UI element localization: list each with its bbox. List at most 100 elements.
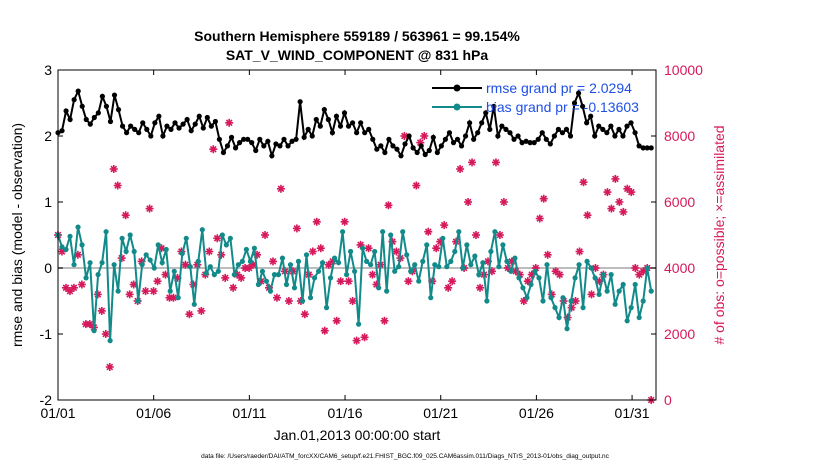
bias-point [263,278,270,284]
rmse-point [261,143,267,149]
rmse-point [414,149,420,156]
rmse-point [612,133,618,139]
bias-point [552,305,558,311]
bias-point [119,235,125,241]
obs-count-marker [284,297,293,305]
obs-count-marker [495,231,504,239]
rmse-point [289,138,295,144]
obs-count-marker [276,184,285,193]
bias-point [135,298,141,304]
obs-count-marker [579,178,588,187]
obs-count-marker [440,221,449,230]
bias-point [600,272,606,278]
rmse-point [63,108,69,114]
obs-count-marker [468,158,477,167]
bias-point [388,232,394,238]
rmse-point [604,130,610,136]
bias-point [360,245,366,251]
rmse-point [337,123,344,129]
bias-point [123,248,129,255]
y-axis-label-right: # of obs: o=possible; ×=assimilated [711,125,727,344]
bias-point [604,288,610,294]
bias-point [307,295,314,301]
plot-frame [57,69,657,401]
rmse-point [636,143,642,149]
bias-point [584,258,590,264]
bias-point [311,275,318,281]
bias-point [412,262,418,268]
bias-point [211,272,217,278]
bias-point [572,275,578,281]
bias-point [644,265,650,271]
bias-point [492,229,498,235]
bias-point [131,248,137,255]
obs-count-marker [332,316,341,325]
bias-point [323,305,330,311]
rmse-point [329,130,336,136]
rmse-point [571,100,578,106]
rmse-point [458,143,465,149]
obs-count-marker [420,132,429,140]
bias-point [291,285,298,291]
rmse-point [148,133,154,139]
bias-point [592,275,598,281]
rmse-point [503,126,509,132]
right-tick-label: 8000 [664,128,695,144]
obs-count-marker [523,277,532,286]
bias-point [147,257,153,263]
rmse-point [140,120,146,126]
bias-point [175,295,181,301]
rmse-point [232,145,239,151]
bias-point [227,235,233,241]
obs-count-marker [292,224,301,233]
legend-bias-label: bias grand pr = -0.13603 [486,99,639,115]
bias-point [436,264,442,270]
obs-count-marker [109,165,118,173]
rmse-point [349,120,356,126]
rmse-point [592,133,598,139]
rmse-point [333,113,340,119]
rmse-point [648,145,654,151]
obs-count-marker [444,283,453,292]
rmse-point [559,130,566,136]
rmse-point [358,120,364,126]
bias-point [103,229,109,235]
rmse-point [196,113,202,119]
rmse-point [511,136,517,142]
bias-series [55,224,654,344]
bias-point [404,252,410,258]
right-axis: 0 2000 4000 6000 8000 10000 [651,62,703,408]
rmse-point [216,136,223,142]
bias-point [127,232,133,238]
bias-point [287,262,294,268]
rmse-point [212,118,218,125]
rmse-point [99,93,105,99]
bias-point [408,268,414,274]
rmse-point [184,116,190,123]
rmse-point [519,140,525,146]
rmse-point [309,133,315,139]
rmse-point [345,123,352,129]
rmse-point [616,126,622,132]
bias-point [183,235,189,241]
obs-count-marker [113,181,122,190]
obs-count-marker [229,283,238,292]
rmse-point [115,107,122,113]
rmse-point [228,134,235,140]
obs-count-marker [272,293,281,302]
rmse-point [83,116,89,123]
rmse-point [620,133,626,139]
obs-count-marker [149,287,158,296]
rmse-point [136,130,142,136]
bias-point [612,301,618,307]
rmse-point [192,121,198,127]
obs-count-marker [627,188,636,197]
bias-point [472,253,478,259]
obs-count-marker [121,211,130,220]
bias-point [416,278,422,284]
bias-point [364,258,370,264]
rmse-point [628,120,634,126]
rmse-point [168,126,174,132]
obs-count-marker [412,181,421,190]
